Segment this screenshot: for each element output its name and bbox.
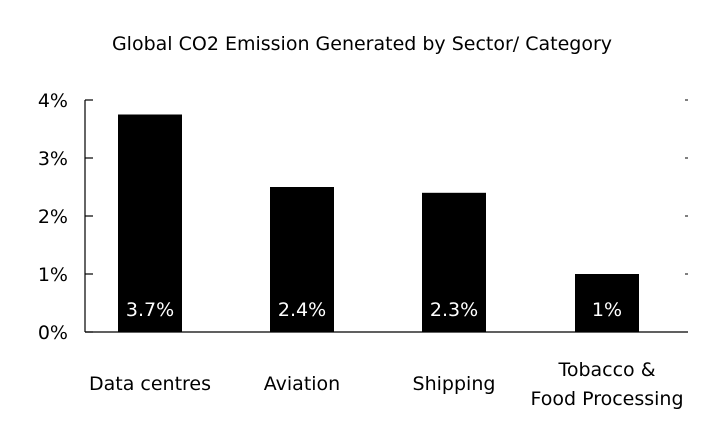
bar <box>422 192 486 332</box>
y-tick-label: 3% <box>38 148 68 170</box>
bar <box>118 114 182 332</box>
bar <box>270 187 334 332</box>
y-tick-label: 2% <box>38 206 68 228</box>
y-tick-label: 0% <box>38 322 68 344</box>
bars: 3.7% 2.4% 2.3% 1% <box>118 114 639 332</box>
y-tick-label: 1% <box>38 264 68 286</box>
y-tick-label: 4% <box>38 90 68 112</box>
x-category-label: Tobacco & <box>557 359 655 381</box>
x-category-label: Aviation <box>264 373 340 395</box>
x-category-label: Data centres <box>89 373 211 395</box>
x-category-label: Shipping <box>413 373 496 395</box>
x-category-label: Food Processing <box>530 388 683 410</box>
bar-data-label: 3.7% <box>126 299 174 321</box>
bar-data-label: 1% <box>592 299 622 321</box>
axes: 0% 1% 2% 3% 4% <box>38 90 688 344</box>
bar-data-label: 2.3% <box>430 299 478 321</box>
labels: Data centres Aviation Shipping Tobacco & Foo… <box>89 359 684 410</box>
bar <box>575 274 639 332</box>
bar-data-label: 2.4% <box>278 299 326 321</box>
chart-title: Global CO2 Emission Generated by Sector/… <box>111 33 613 55</box>
